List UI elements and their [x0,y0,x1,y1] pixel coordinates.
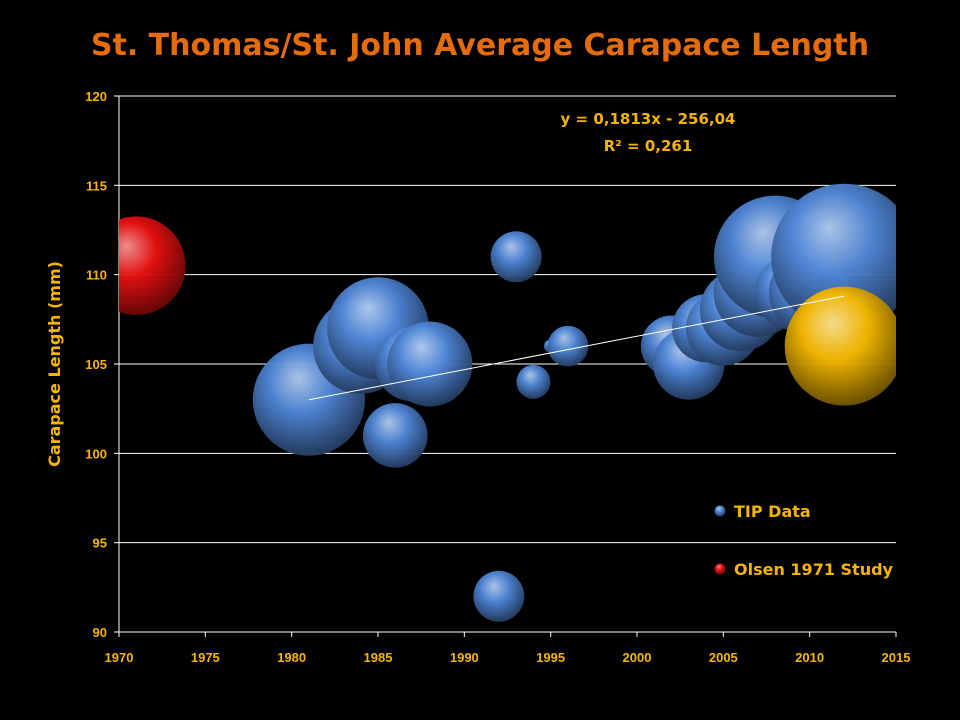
trendline [308,295,845,401]
x-tick-label: 1980 [277,650,306,665]
y-tick-label: 115 [86,178,107,193]
bubble-point [490,231,542,283]
x-tick-label: 2015 [882,650,911,665]
legend: TIP Data Olsen 1971 Study [714,502,894,579]
axes: 90 95 100 105 110 115 120 1970 1975 1980 1985 1990 1… [45,89,910,665]
bubble-point [547,325,589,367]
x-tick-label: 1995 [536,650,565,665]
x-tick-label: 2005 [709,650,738,665]
y-tick-label: 90 [93,625,107,640]
y-tick-label: 100 [85,446,107,461]
bubbles [119,183,896,622]
trendline-group: y = 0,1813x - 256,04 R² = 0,261 [308,110,845,401]
y-tick-label: 120 [85,89,107,104]
bubble-point [387,321,473,407]
chart-title: St. Thomas/St. John Average Carapace Len… [90,28,870,63]
legend-marker [714,563,726,575]
x-tick-label: 1985 [364,650,393,665]
bubble-point [119,216,186,316]
gridlines [119,95,896,633]
x-tick-label: 1975 [191,650,220,665]
y-tick-label: 95 [93,536,107,551]
bubble-point [362,403,428,468]
x-tick-label: 2000 [623,650,652,665]
legend-marker [714,505,726,517]
legend-label: TIP Data [734,502,811,521]
trendline-r-squared: R² = 0,261 [604,137,693,155]
y-axis-title: Carapace Length (mm) [45,261,64,467]
bubble-point [516,364,551,399]
bubble-point [473,570,525,622]
bubble-point [784,286,896,406]
x-tick-label: 1970 [105,650,134,665]
legend-label: Olsen 1971 Study [734,560,894,579]
trendline-equation: y = 0,1813x - 256,04 [561,110,736,128]
y-tick-label: 105 [85,357,107,372]
x-tick-label: 2010 [795,650,824,665]
x-tick-label: 1990 [450,650,479,665]
y-tick-label: 110 [86,268,107,283]
